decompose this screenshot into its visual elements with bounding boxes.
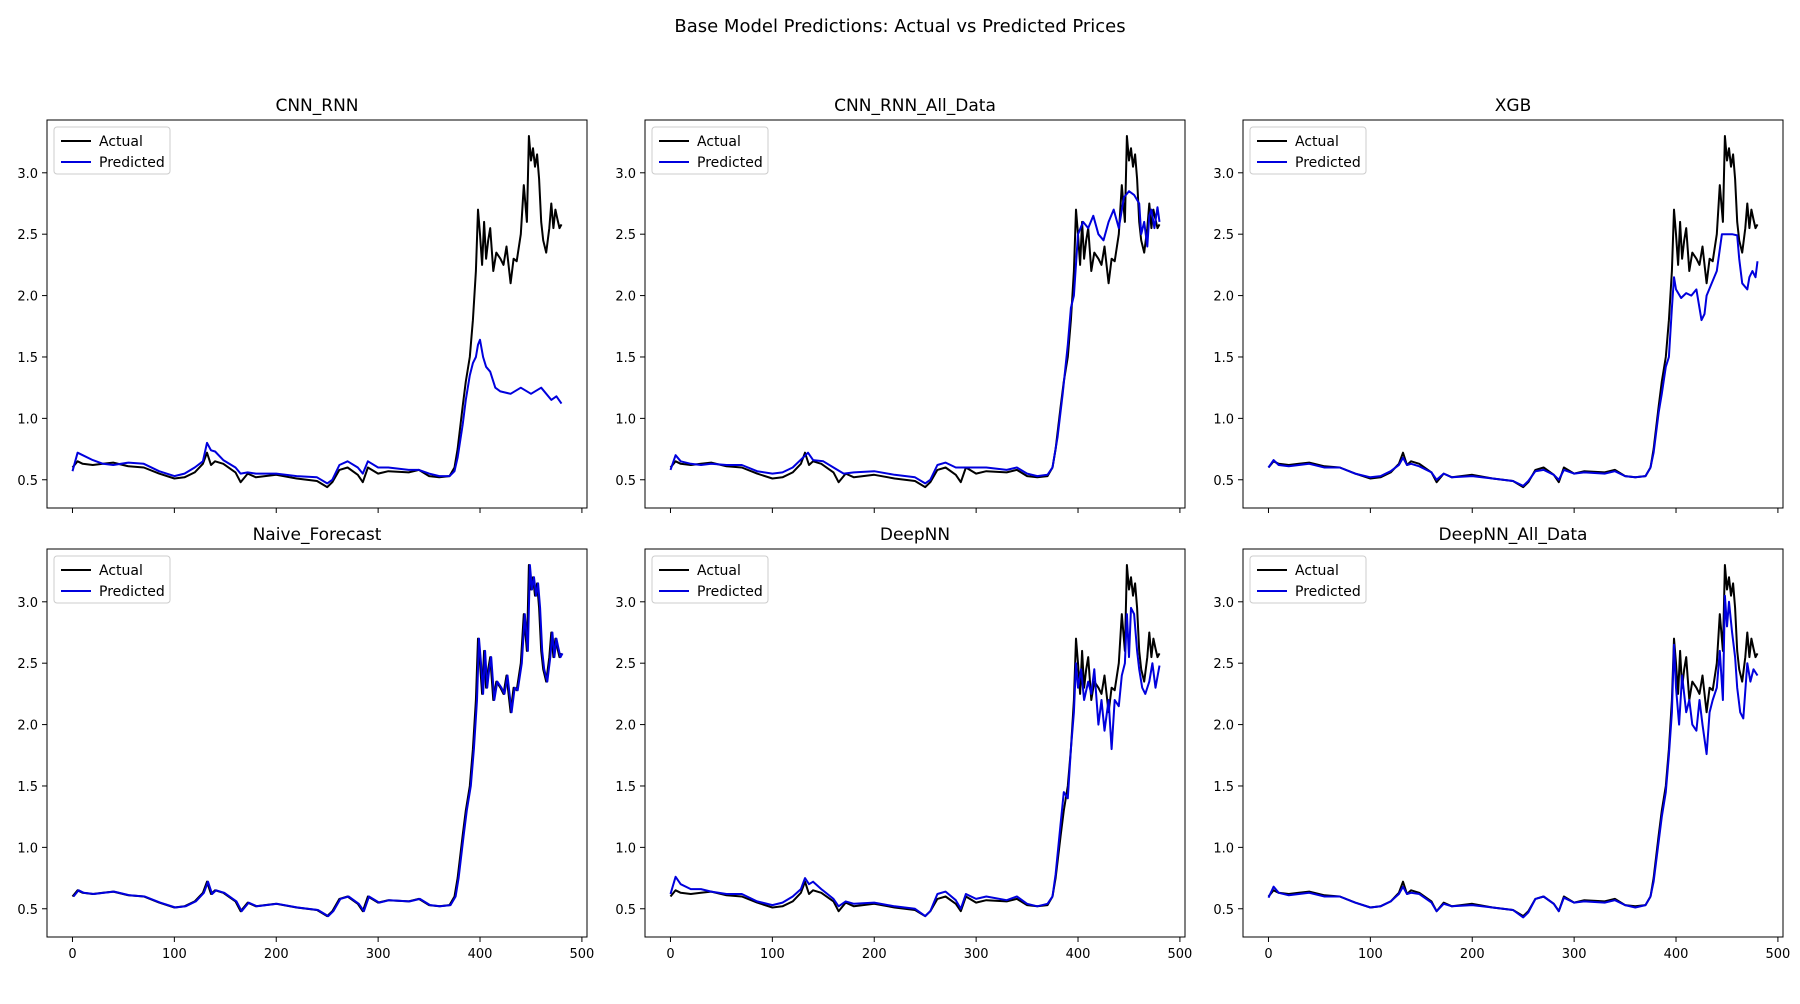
y-tick-label: 0.5 xyxy=(1213,474,1234,489)
axes-frame xyxy=(644,119,1186,509)
y-tick-label: 2.0 xyxy=(17,719,38,734)
y-tick-label: 1.0 xyxy=(17,841,38,856)
y-tick-label: 3.0 xyxy=(615,167,636,182)
legend-label: Actual xyxy=(99,563,143,579)
axes-frame xyxy=(1242,548,1784,938)
y-tick-label: 1.5 xyxy=(615,780,636,795)
x-tick-label: 400 xyxy=(1664,947,1689,962)
axes-frame xyxy=(46,548,588,938)
series-line-predicted xyxy=(1267,594,1759,919)
x-tick-label: 0 xyxy=(1264,947,1272,962)
series-line-predicted xyxy=(72,564,564,918)
subplot-4: DeepNN 0 100 200 300 400 500 0.5 1.0 1.5 2.0 2.5 3.0… xyxy=(615,525,1192,962)
x-tick-label: 0 xyxy=(68,947,76,962)
y-tick-label: 1.0 xyxy=(1213,412,1234,427)
subplot-title: CNN_RNN xyxy=(275,96,358,116)
legend-label: Actual xyxy=(99,134,143,150)
y-tick-label: 3.0 xyxy=(615,596,636,611)
y-tick-label: 1.5 xyxy=(17,351,38,366)
x-tick-label: 500 xyxy=(1765,947,1790,962)
x-tick-label: 500 xyxy=(569,947,594,962)
x-tick-label: 400 xyxy=(1066,947,1091,962)
legend-label: Actual xyxy=(697,563,741,579)
y-tick-label: 2.5 xyxy=(615,657,636,672)
x-tick-label: 100 xyxy=(1358,947,1383,962)
x-tick-label: 200 xyxy=(862,947,887,962)
y-tick-label: 2.0 xyxy=(1213,290,1234,305)
y-tick-label: 0.5 xyxy=(17,903,38,918)
axes-frame xyxy=(1242,119,1784,509)
y-tick-label: 2.0 xyxy=(17,290,38,305)
legend-label: Predicted xyxy=(697,584,763,600)
x-tick-label: 200 xyxy=(1460,947,1485,962)
y-tick-label: 0.5 xyxy=(1213,903,1234,918)
subplot-5: DeepNN_All_Data 0 100 200 300 400 500 0.5 1.0 1.5… xyxy=(1213,525,1790,962)
y-tick-label: 3.0 xyxy=(1213,596,1234,611)
x-tick-label: 400 xyxy=(468,947,493,962)
x-tick-label: 300 xyxy=(1562,947,1587,962)
y-tick-label: 0.5 xyxy=(17,474,38,489)
series-line-actual xyxy=(669,135,1161,489)
y-tick-label: 0.5 xyxy=(615,903,636,918)
axes-frame xyxy=(46,119,588,509)
legend-label: Actual xyxy=(1295,563,1339,579)
legend-label: Predicted xyxy=(99,155,165,171)
subplot-title: DeepNN_All_Data xyxy=(1439,525,1588,545)
y-tick-label: 3.0 xyxy=(17,596,38,611)
y-tick-label: 3.0 xyxy=(1213,167,1234,182)
figure-title: Base Model Predictions: Actual vs Predic… xyxy=(674,16,1126,37)
legend-label: Actual xyxy=(697,134,741,150)
y-tick-label: 1.0 xyxy=(615,841,636,856)
legend-label: Predicted xyxy=(1295,155,1361,171)
y-tick-label: 2.5 xyxy=(17,228,38,243)
series-line-actual xyxy=(669,564,1161,918)
series-line-actual xyxy=(71,564,563,918)
y-tick-label: 1.0 xyxy=(615,412,636,427)
series-line-predicted xyxy=(669,190,1161,485)
subplot-title: XGB xyxy=(1495,96,1531,116)
y-tick-label: 2.5 xyxy=(1213,657,1234,672)
subplot-3: Naive_Forecast 0 100 200 300 400 500 0.5 1.0 1.5 2… xyxy=(17,525,594,962)
subplot-1: CNN_RNN_All_Data 0.5 1.0 1.5 2.0 2.5 3.0 Actual… xyxy=(615,96,1186,513)
x-tick-label: 500 xyxy=(1167,947,1192,962)
y-tick-label: 2.5 xyxy=(615,228,636,243)
y-tick-label: 1.0 xyxy=(1213,841,1234,856)
y-tick-label: 1.0 xyxy=(17,412,38,427)
y-tick-label: 2.0 xyxy=(615,719,636,734)
legend-label: Predicted xyxy=(697,155,763,171)
subplot-title: CNN_RNN_All_Data xyxy=(834,96,996,116)
x-tick-label: 300 xyxy=(366,947,391,962)
legend-label: Actual xyxy=(1295,134,1339,150)
y-tick-label: 1.5 xyxy=(1213,351,1234,366)
y-tick-label: 1.5 xyxy=(1213,780,1234,795)
x-tick-label: 300 xyxy=(964,947,989,962)
subplot-0: CNN_RNN 0.5 1.0 1.5 2.0 2.5 3.0 Actual Predicted xyxy=(17,96,588,513)
x-tick-label: 200 xyxy=(264,947,289,962)
series-line-actual xyxy=(1267,135,1759,489)
series-line-predicted xyxy=(1267,233,1759,487)
x-tick-label: 100 xyxy=(162,947,187,962)
subplot-title: DeepNN xyxy=(880,525,950,545)
y-tick-label: 0.5 xyxy=(615,474,636,489)
legend-label: Predicted xyxy=(1295,584,1361,600)
y-tick-label: 2.5 xyxy=(17,657,38,672)
x-tick-label: 100 xyxy=(760,947,785,962)
y-tick-label: 2.0 xyxy=(1213,719,1234,734)
subplot-2: XGB 0.5 1.0 1.5 2.0 2.5 3.0 Actual Predicted xyxy=(1213,96,1784,513)
y-tick-label: 1.5 xyxy=(615,351,636,366)
series-line-predicted xyxy=(71,338,563,485)
x-tick-label: 0 xyxy=(666,947,674,962)
legend-label: Predicted xyxy=(99,584,165,600)
y-tick-label: 3.0 xyxy=(17,167,38,182)
axes-frame xyxy=(644,548,1186,938)
y-tick-label: 1.5 xyxy=(17,780,38,795)
subplot-title: Naive_Forecast xyxy=(253,525,382,545)
series-line-actual xyxy=(71,135,563,489)
series-line-actual xyxy=(1267,564,1759,918)
y-tick-label: 2.0 xyxy=(615,290,636,305)
series-line-predicted xyxy=(669,606,1161,918)
y-tick-label: 2.5 xyxy=(1213,228,1234,243)
